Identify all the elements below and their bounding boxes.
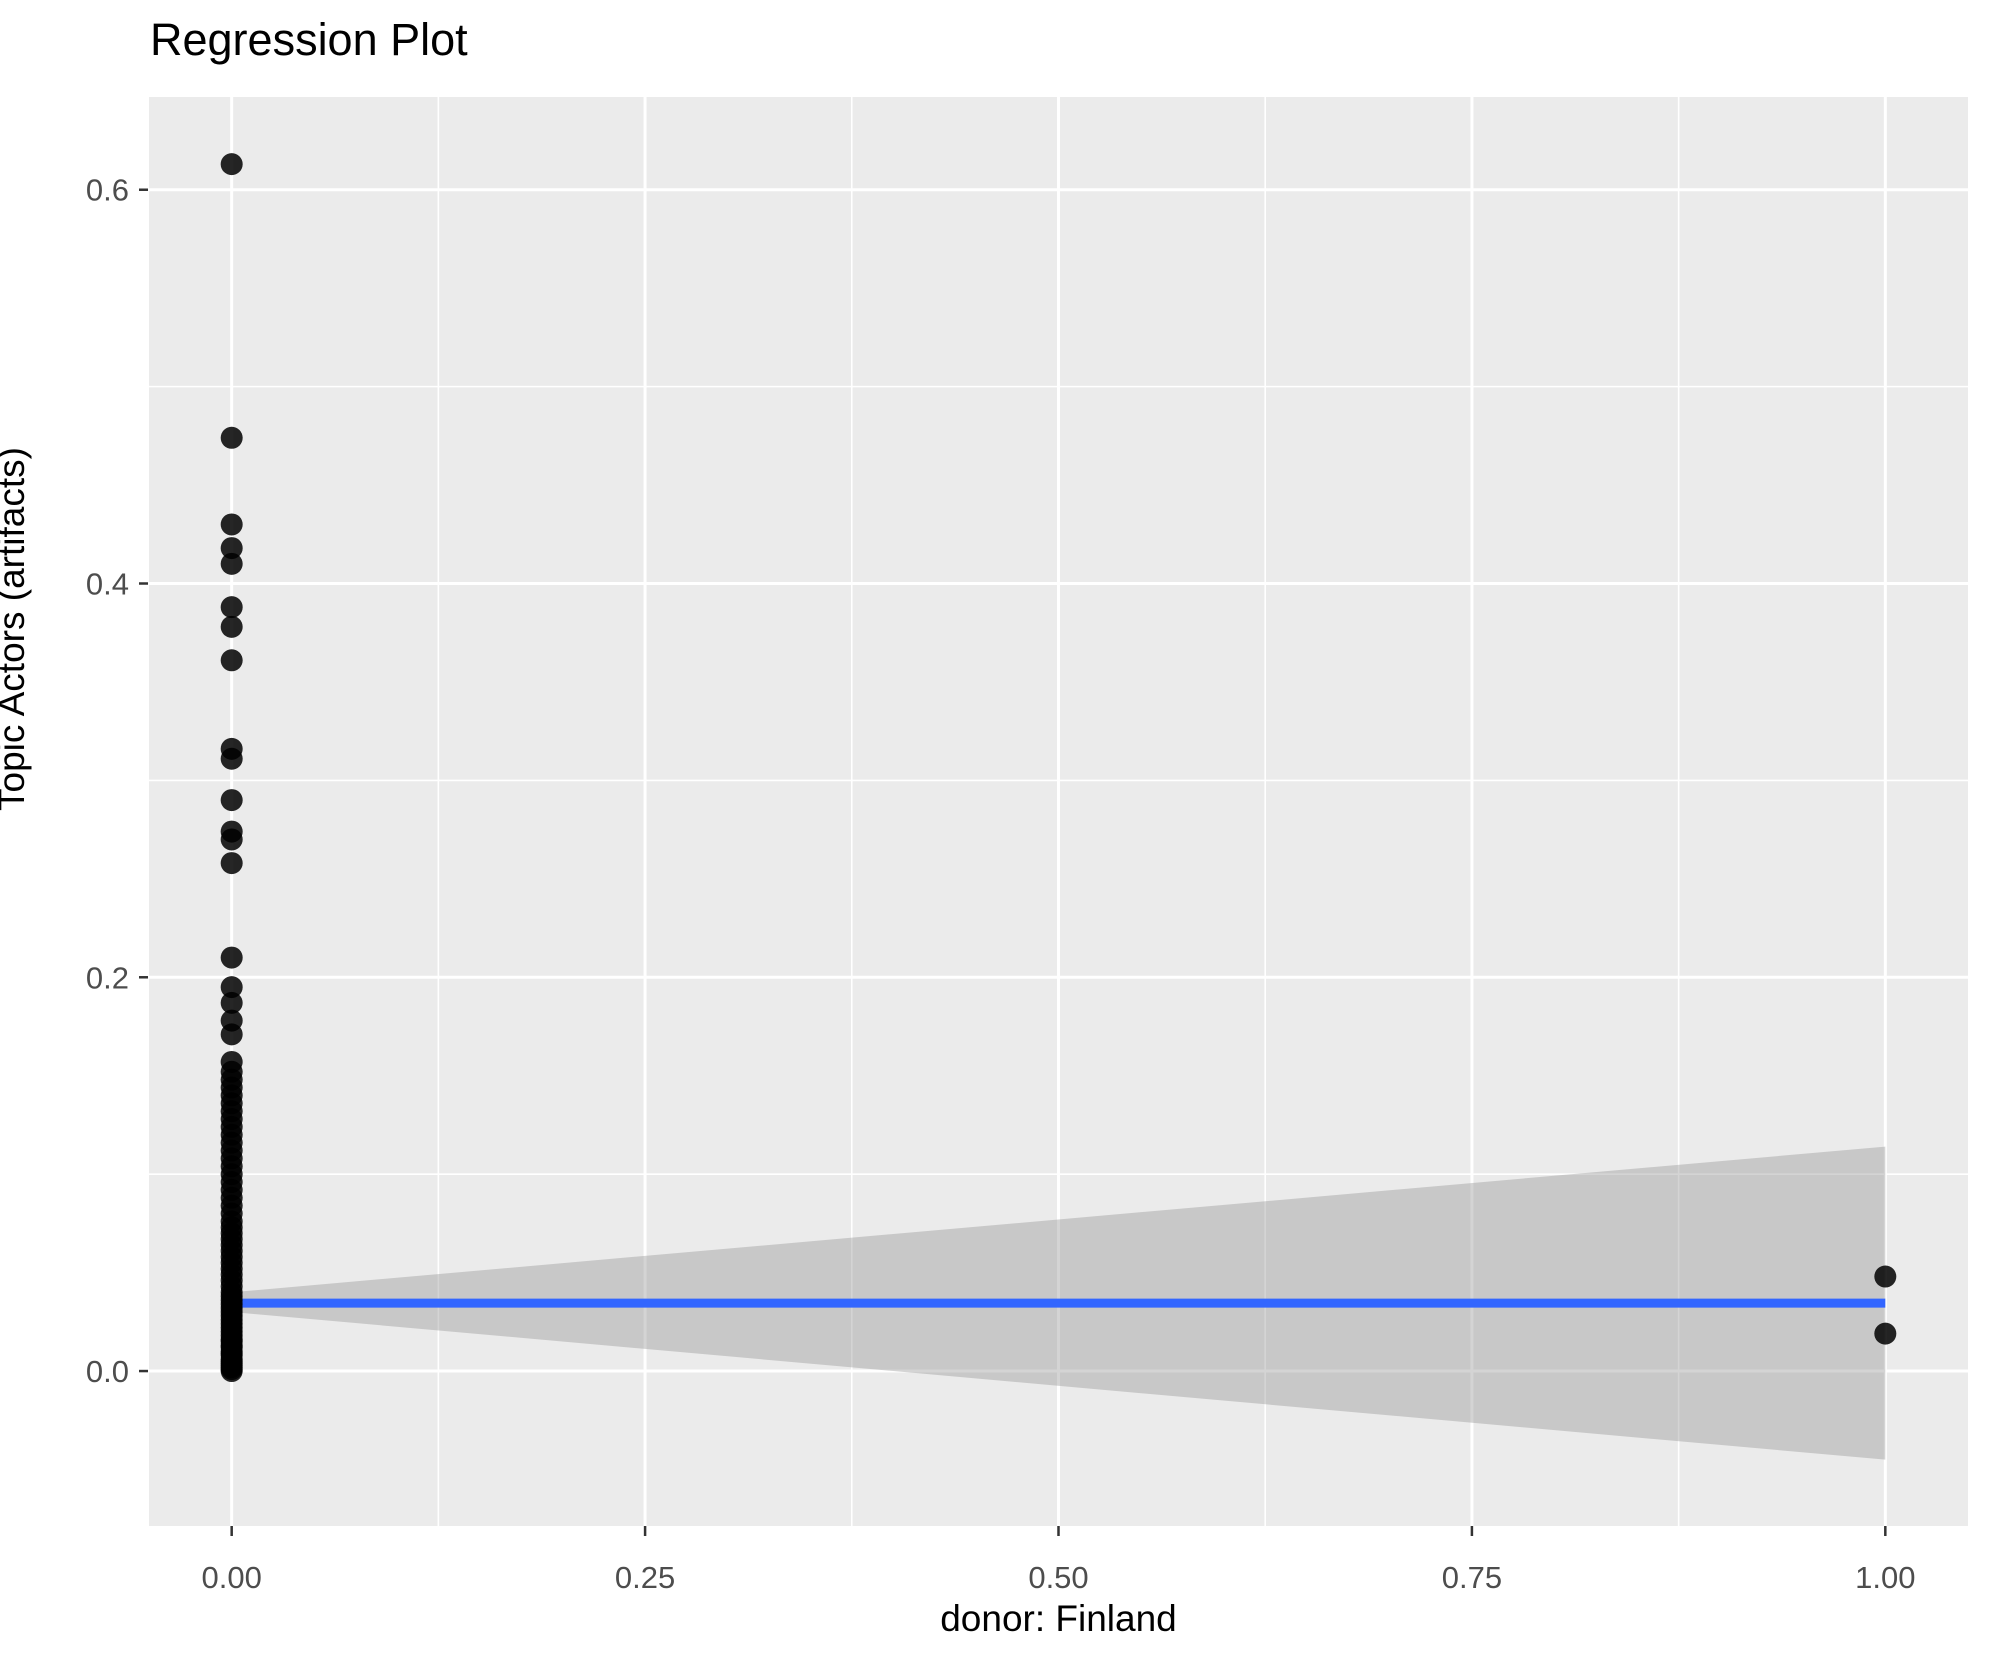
y-tick-label: 0.0 xyxy=(86,1354,129,1389)
x-tick-label: 0.00 xyxy=(202,1560,262,1595)
data-point xyxy=(220,426,243,449)
plot-title: Regression Plot xyxy=(150,14,468,65)
x-tick-label: 0.50 xyxy=(1028,1560,1088,1595)
y-tick-label: 0.6 xyxy=(86,173,129,208)
y-tick-label: 0.4 xyxy=(86,567,129,602)
data-point xyxy=(220,747,243,770)
data-point xyxy=(220,537,243,560)
data-point xyxy=(220,552,243,575)
data-point xyxy=(220,852,243,875)
data-point xyxy=(220,991,243,1014)
data-point xyxy=(220,789,243,812)
y-tick-label: 0.2 xyxy=(86,960,129,995)
data-point xyxy=(220,828,243,851)
data-point xyxy=(1874,1265,1897,1288)
data-point xyxy=(1874,1322,1897,1345)
x-axis-title: donor: Finland xyxy=(940,1598,1177,1639)
x-tick-label: 0.75 xyxy=(1442,1560,1502,1595)
x-tick-label: 1.00 xyxy=(1855,1560,1915,1595)
data-point xyxy=(220,1023,243,1046)
data-point xyxy=(220,596,243,619)
data-point xyxy=(220,153,243,176)
data-point xyxy=(220,1360,243,1383)
data-point xyxy=(220,513,243,536)
data-point xyxy=(220,649,243,672)
data-point xyxy=(220,615,243,638)
data-point xyxy=(220,976,243,999)
data-point xyxy=(220,946,243,969)
x-tick-label: 0.25 xyxy=(615,1560,675,1595)
